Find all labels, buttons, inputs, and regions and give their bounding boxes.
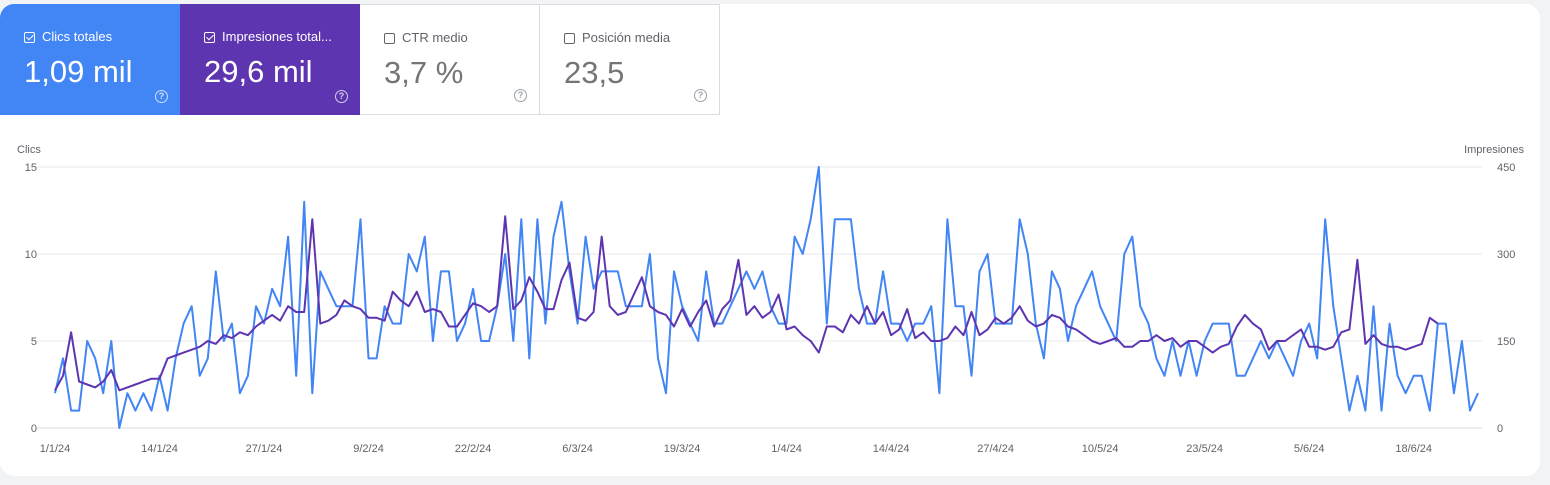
impressions-series-line bbox=[54, 215, 1439, 392]
left-axis-title: Clics bbox=[17, 144, 41, 156]
help-circle-icon[interactable]: ? bbox=[514, 89, 527, 102]
left-tick-label: 10 bbox=[25, 249, 37, 261]
x-tick-label: 27/4/24 bbox=[977, 443, 1014, 455]
x-tick-label: 6/3/24 bbox=[562, 443, 593, 455]
x-tick-label: 27/1/24 bbox=[246, 443, 283, 455]
metric-label: Impresiones total... bbox=[222, 29, 332, 44]
right-tick-label: 150 bbox=[1497, 336, 1515, 348]
x-tick-label: 1/4/24 bbox=[771, 443, 802, 455]
x-tick-label: 14/1/24 bbox=[141, 443, 178, 455]
right-tick-label: 450 bbox=[1497, 162, 1515, 174]
x-tick-label: 5/6/24 bbox=[1294, 443, 1325, 455]
metric-tile-total-impressions[interactable]: Impresiones total... 29,6 mil ? bbox=[180, 4, 360, 115]
performance-card: Clics totales 1,09 mil ? Impresiones tot… bbox=[0, 4, 1540, 476]
clicks-series-line bbox=[54, 166, 1479, 429]
x-tick-label: 18/6/24 bbox=[1395, 443, 1432, 455]
left-tick-label: 5 bbox=[31, 336, 37, 348]
checkbox-icon[interactable] bbox=[564, 32, 575, 44]
metric-tiles: Clics totales 1,09 mil ? Impresiones tot… bbox=[0, 4, 720, 115]
x-tick-label: 19/3/24 bbox=[664, 443, 701, 455]
x-tick-label: 14/4/24 bbox=[873, 443, 910, 455]
metric-value: 23,5 bbox=[564, 55, 625, 90]
x-tick-label: 23/5/24 bbox=[1186, 443, 1223, 455]
left-tick-label: 15 bbox=[25, 162, 37, 174]
metric-tile-total-clicks[interactable]: Clics totales 1,09 mil ? bbox=[0, 4, 180, 115]
help-circle-icon[interactable]: ? bbox=[155, 90, 168, 103]
help-circle-icon[interactable]: ? bbox=[335, 90, 348, 103]
x-tick-label: 10/5/24 bbox=[1082, 443, 1119, 455]
help-circle-icon[interactable]: ? bbox=[694, 89, 707, 102]
x-tick-label: 1/1/24 bbox=[40, 443, 71, 455]
metric-value: 29,6 mil bbox=[204, 54, 313, 89]
right-tick-label: 0 bbox=[1497, 423, 1503, 435]
checkbox-icon[interactable] bbox=[384, 32, 395, 44]
left-tick-label: 0 bbox=[31, 423, 37, 435]
metric-tile-average-position[interactable]: Posición media 23,5 ? bbox=[540, 4, 720, 115]
x-tick-label: 22/2/24 bbox=[455, 443, 492, 455]
checkbox-icon[interactable] bbox=[24, 31, 35, 43]
metric-label: Posición media bbox=[582, 30, 671, 45]
metric-value: 1,09 mil bbox=[24, 54, 133, 89]
x-tick-label: 9/2/24 bbox=[353, 443, 384, 455]
metric-tile-average-ctr[interactable]: CTR medio 3,7 % ? bbox=[360, 4, 540, 115]
right-axis-title: Impresiones bbox=[1464, 144, 1524, 156]
metric-label: Clics totales bbox=[42, 29, 113, 44]
checkbox-icon[interactable] bbox=[204, 31, 215, 43]
metric-value: 3,7 % bbox=[384, 55, 464, 90]
metric-label: CTR medio bbox=[402, 30, 468, 45]
right-tick-label: 300 bbox=[1497, 249, 1515, 261]
